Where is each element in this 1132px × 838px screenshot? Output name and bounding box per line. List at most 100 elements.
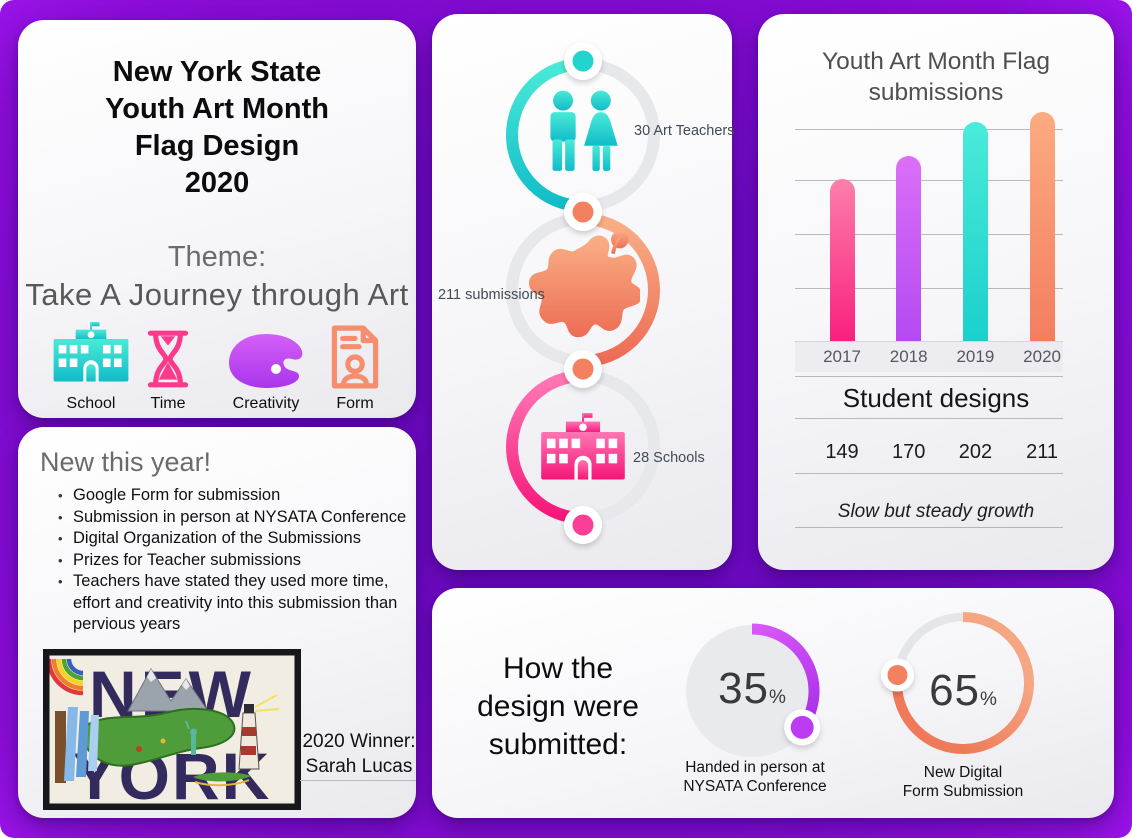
value-2020: 211 <box>1026 441 1059 463</box>
ring-arc-pink <box>506 370 584 524</box>
x-tick-2020: 2020 <box>1023 347 1061 366</box>
time-icon <box>123 320 213 390</box>
bar-chart-plot <box>795 112 1063 343</box>
node-dot-orange <box>572 201 594 223</box>
submission-heading-line: design were <box>477 690 639 723</box>
table-heading: Student designs <box>842 383 1030 413</box>
submission-card: How the design were submitted: 35% Hande… <box>432 588 1114 818</box>
value-2019: 202 <box>958 441 993 463</box>
timeline-rings <box>506 42 660 544</box>
percent-unit: % <box>980 689 997 710</box>
x-tick-2018: 2018 <box>889 347 928 366</box>
winner-artwork-image: NEW YORK <box>43 649 301 810</box>
new-this-year-card: New this year! Google Form for submissio… <box>18 427 416 818</box>
chart-title-line: submissions <box>868 79 1004 106</box>
x-axis-band <box>795 341 1063 372</box>
new-this-year-heading: New this year! <box>40 447 212 477</box>
divider <box>795 473 1063 474</box>
chart-card: Youth Art Month Flag submissions 2017 201… <box>758 14 1114 570</box>
donut-dot-purple <box>790 715 814 739</box>
submission-heading-line: How the <box>502 652 614 685</box>
timeline-label-submissions: 211 submissions <box>438 287 545 303</box>
title-line: New York State <box>112 56 322 88</box>
school-building-icon <box>541 413 625 480</box>
art-teachers-couple-icon <box>550 90 618 171</box>
donut-dot-orange <box>887 665 908 685</box>
chart-title: Youth Art Month Flag submissions <box>758 46 1114 108</box>
bar-2019 <box>962 122 988 341</box>
timeline-card: 30 Art Teachers 211 submissions 28 Schoo… <box>432 14 735 570</box>
gridline <box>795 234 1063 235</box>
donut-arc-65 <box>892 612 1034 754</box>
bar-2020 <box>1029 112 1055 341</box>
artwork-cliff <box>55 711 66 783</box>
donut-chart-in-person <box>686 623 821 757</box>
node-dot-pink <box>572 514 594 536</box>
timeline-nodes <box>564 42 602 544</box>
percent-value: 35 <box>718 664 770 713</box>
winner-caption-line2: Sarah Lucas <box>305 756 413 777</box>
bullet-item: Teachers have stated they used more time… <box>58 571 410 636</box>
gridline <box>795 129 1063 130</box>
artwork-long-island <box>193 772 251 782</box>
x-axis-labels: 2017 2018 2019 2020 <box>795 347 1063 367</box>
bullet-item: Prizes for Teacher submissions <box>58 550 410 572</box>
chart-title-line: Youth Art Month Flag <box>822 48 1050 75</box>
node-dot-teal <box>572 50 594 72</box>
theme-label: Theme: <box>167 241 267 273</box>
timeline-label-art-teachers: 30 Art Teachers <box>634 123 735 139</box>
new-this-year-bullet-list: Google Form for submissionSubmission in … <box>58 485 410 636</box>
donut-label-digital: New Digital Form Submission <box>902 764 1024 800</box>
icon-label-creativity: Creativity <box>232 395 300 412</box>
form-icon <box>310 320 400 390</box>
creativity-icon <box>221 320 311 390</box>
submission-heading-line: submitted: <box>488 728 628 761</box>
bullet-item: Google Form for submission <box>58 485 410 507</box>
theme-text: Take A Journey through Art <box>25 277 409 312</box>
artwork-statue-of-liberty <box>185 720 197 755</box>
node-dot-orange <box>572 358 594 380</box>
value-2018: 170 <box>892 441 926 463</box>
chart-note: Slow but steady growth <box>837 501 1035 522</box>
gridline <box>795 288 1063 289</box>
icon-label-time: Time <box>150 395 186 412</box>
percent-unit: % <box>769 687 786 708</box>
divider <box>795 376 1063 377</box>
paint-splat-icon <box>528 231 640 338</box>
icon-col-creativity: Creativity <box>221 320 311 413</box>
bullet-item: Submission in person at NYSATA Conferenc… <box>58 507 410 529</box>
school-icon <box>46 320 136 390</box>
divider <box>795 527 1063 528</box>
ring-arc-orange <box>582 213 660 367</box>
artwork-rainbow <box>46 658 84 696</box>
title-card: New York State Youth Art Month Flag Desi… <box>18 20 416 418</box>
divider <box>795 418 1063 419</box>
submission-heading: How the design were submitted: <box>458 650 658 764</box>
artwork-waterfall <box>64 707 99 781</box>
icon-label-school: School <box>66 395 116 412</box>
bullet-item: Digital Organization of the Submissions <box>58 528 410 550</box>
winner-underline <box>300 780 416 781</box>
ring-arc-teal <box>506 58 584 212</box>
donut-value-in-person: 35% <box>664 664 840 714</box>
title-line: Youth Art Month <box>105 93 329 125</box>
artwork-lighthouse <box>238 694 280 770</box>
donut-arc-35 <box>751 623 820 731</box>
x-tick-2017: 2017 <box>823 347 861 366</box>
artwork-state-shape <box>79 707 236 767</box>
title-line: 2020 <box>184 167 250 199</box>
value-row: 149 170 202 211 <box>795 441 1063 465</box>
bar-2018 <box>896 156 922 341</box>
percent-value: 65 <box>929 666 981 715</box>
winner-caption-line1: 2020 Winner: <box>302 731 416 752</box>
donut-label-in-person: Handed in person at NYSATA Conference <box>683 759 827 795</box>
gridline <box>795 180 1063 181</box>
title-line: Flag Design <box>134 130 300 162</box>
x-tick-2019: 2019 <box>956 347 995 366</box>
donut-value-digital: 65% <box>875 666 1051 716</box>
value-2017: 149 <box>825 441 859 463</box>
theme-block: Theme: Take A Journey through Art <box>18 238 416 314</box>
winner-caption: 2020 Winner: Sarah Lucas <box>300 729 418 779</box>
donut-chart-digital <box>881 612 1034 754</box>
